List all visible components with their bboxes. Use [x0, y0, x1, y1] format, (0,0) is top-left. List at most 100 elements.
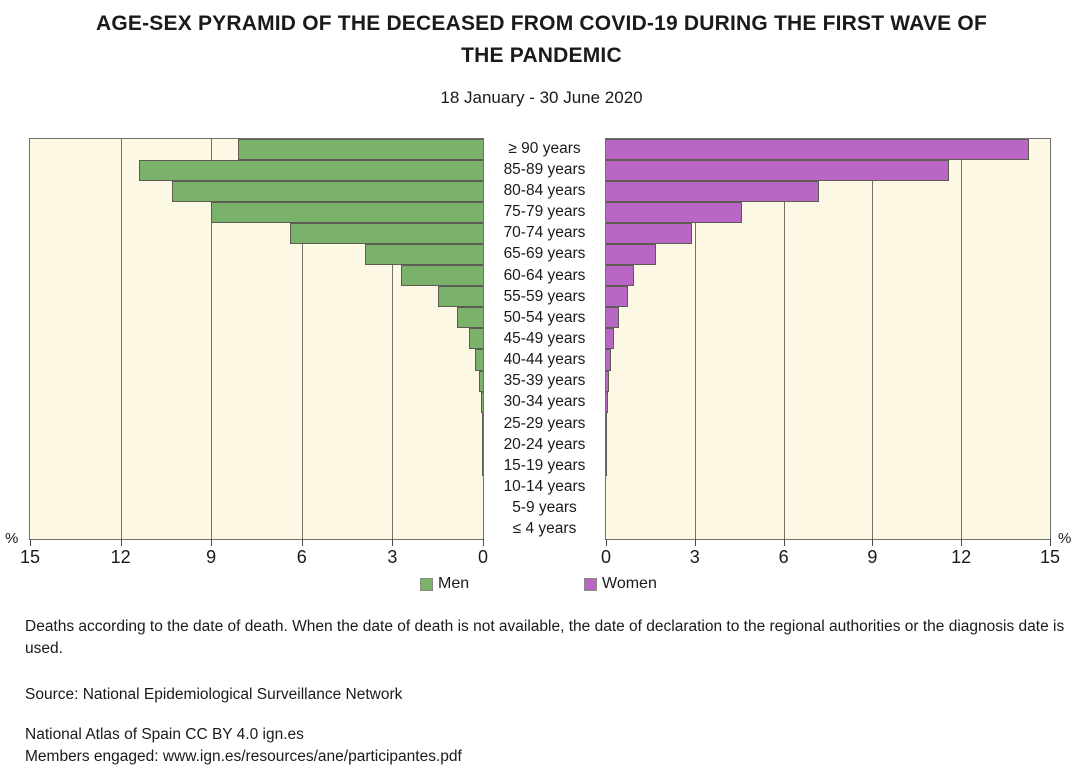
axis-tick-label: 9	[206, 547, 217, 567]
axis-tick-label: 15	[19, 547, 41, 567]
percent-axis-label-right: %	[1058, 530, 1072, 547]
pyramid-row	[606, 454, 1050, 476]
men-plot: 15 12 9 6 3 0	[20, 138, 488, 567]
bar-women	[606, 202, 743, 224]
axis-tick-label: 0	[477, 547, 489, 567]
pyramid-row	[30, 181, 483, 203]
pyramid-row	[606, 391, 1050, 413]
gridline	[872, 139, 874, 539]
pyramid-row	[606, 286, 1050, 308]
gridline	[120, 139, 122, 539]
axis-tick-label: 3	[387, 547, 398, 567]
axis-tick	[872, 539, 874, 546]
women-plot: 0 3 6 9 12 15	[601, 138, 1060, 567]
men-legend-swatch	[420, 577, 433, 591]
pyramid-row	[606, 139, 1050, 161]
bar-men	[238, 139, 483, 161]
pyramid-row	[30, 223, 483, 245]
age-label: 50-54 years	[503, 308, 586, 326]
gridline	[694, 139, 696, 539]
bar-women	[606, 349, 612, 371]
bar-men	[469, 328, 483, 350]
age-label: 5-9 years	[512, 499, 577, 517]
pyramid-row	[30, 139, 483, 161]
pyramid-row	[30, 265, 483, 287]
age-label: 70-74 years	[503, 224, 586, 242]
axis-tick-label: 12	[951, 547, 972, 567]
pyramid-row	[606, 265, 1050, 287]
pyramid-row	[606, 181, 1050, 203]
age-label: 20-24 years	[503, 435, 586, 453]
legend-women: Women	[584, 575, 657, 593]
pyramid-row	[606, 244, 1050, 266]
men-legend-label: Men	[438, 575, 470, 592]
pyramid-row	[30, 454, 483, 476]
age-label: ≤ 4 years	[512, 520, 577, 538]
women-bars	[606, 139, 1050, 539]
age-label: 35-39 years	[503, 372, 586, 390]
age-label: 10-14 years	[503, 478, 586, 496]
age-label: 65-69 years	[503, 245, 586, 263]
age-label: 40-44 years	[503, 351, 586, 369]
axis-tick	[301, 539, 303, 546]
age-label: 75-79 years	[503, 203, 586, 221]
axis-tick	[606, 539, 607, 546]
age-label: 85-89 years	[503, 160, 586, 178]
gridline	[211, 139, 213, 539]
bar-women	[606, 412, 608, 434]
pyramid-row	[606, 497, 1050, 518]
men-axis-ticks	[30, 539, 484, 547]
age-label: 80-84 years	[503, 181, 586, 199]
bar-women	[606, 328, 614, 350]
axis-tick	[783, 539, 785, 546]
bar-women	[606, 433, 607, 455]
age-label: 45-49 years	[503, 329, 586, 347]
age-label: 15-19 years	[503, 456, 586, 474]
pyramid-row	[30, 518, 483, 539]
age-sex-pyramid: 15 12 9 6 3 0 ≥ 90 years 85-89 years 80-84 year…	[5, 138, 1071, 567]
axis-tick-label: 15	[1039, 547, 1061, 567]
members-note: Members engaged: www.ign.es/resources/an…	[25, 748, 462, 765]
pyramid-row	[606, 202, 1050, 224]
pyramid-row	[606, 476, 1050, 497]
axis-tick	[1050, 539, 1051, 546]
gridline	[783, 139, 785, 539]
age-label: 60-64 years	[503, 266, 586, 284]
women-axis-ticks	[606, 539, 1051, 547]
pyramid-row	[606, 223, 1050, 245]
pyramid-row	[606, 370, 1050, 392]
axis-tick	[211, 539, 213, 546]
pyramid-row	[30, 391, 483, 413]
axis-tick-label: 6	[296, 547, 307, 567]
bar-women	[606, 370, 609, 392]
pyramid-row	[30, 286, 483, 308]
bar-men	[171, 181, 483, 203]
pyramid-row	[606, 349, 1050, 371]
axis-tick-label: 12	[110, 547, 131, 567]
pyramid-row	[30, 307, 483, 329]
bar-women	[606, 265, 635, 287]
age-labels-column: ≥ 90 years 85-89 years 80-84 years 75-79 ye…	[484, 138, 605, 540]
axis-tick-label: 3	[689, 547, 700, 567]
gridline	[392, 139, 394, 539]
pyramid-row	[30, 370, 483, 392]
license-note: National Atlas of Spain CC BY 4.0 ign.es	[25, 726, 304, 743]
gridline	[961, 139, 963, 539]
bar-men	[211, 202, 483, 224]
pyramid-row	[30, 433, 483, 455]
pyramid-row	[30, 412, 483, 434]
bar-men	[138, 160, 483, 182]
women-legend-label: Women	[602, 575, 657, 592]
axis-tick	[120, 539, 122, 546]
axis-tick	[392, 539, 394, 546]
bar-women	[606, 160, 950, 182]
bar-men	[475, 349, 483, 371]
men-bars	[30, 139, 483, 539]
axis-tick-label: 6	[778, 547, 789, 567]
axis-tick-label: 9	[867, 547, 878, 567]
axis-tick	[961, 539, 963, 546]
pyramid-row	[606, 307, 1050, 329]
bar-men	[365, 244, 483, 266]
women-legend-swatch	[584, 577, 597, 591]
